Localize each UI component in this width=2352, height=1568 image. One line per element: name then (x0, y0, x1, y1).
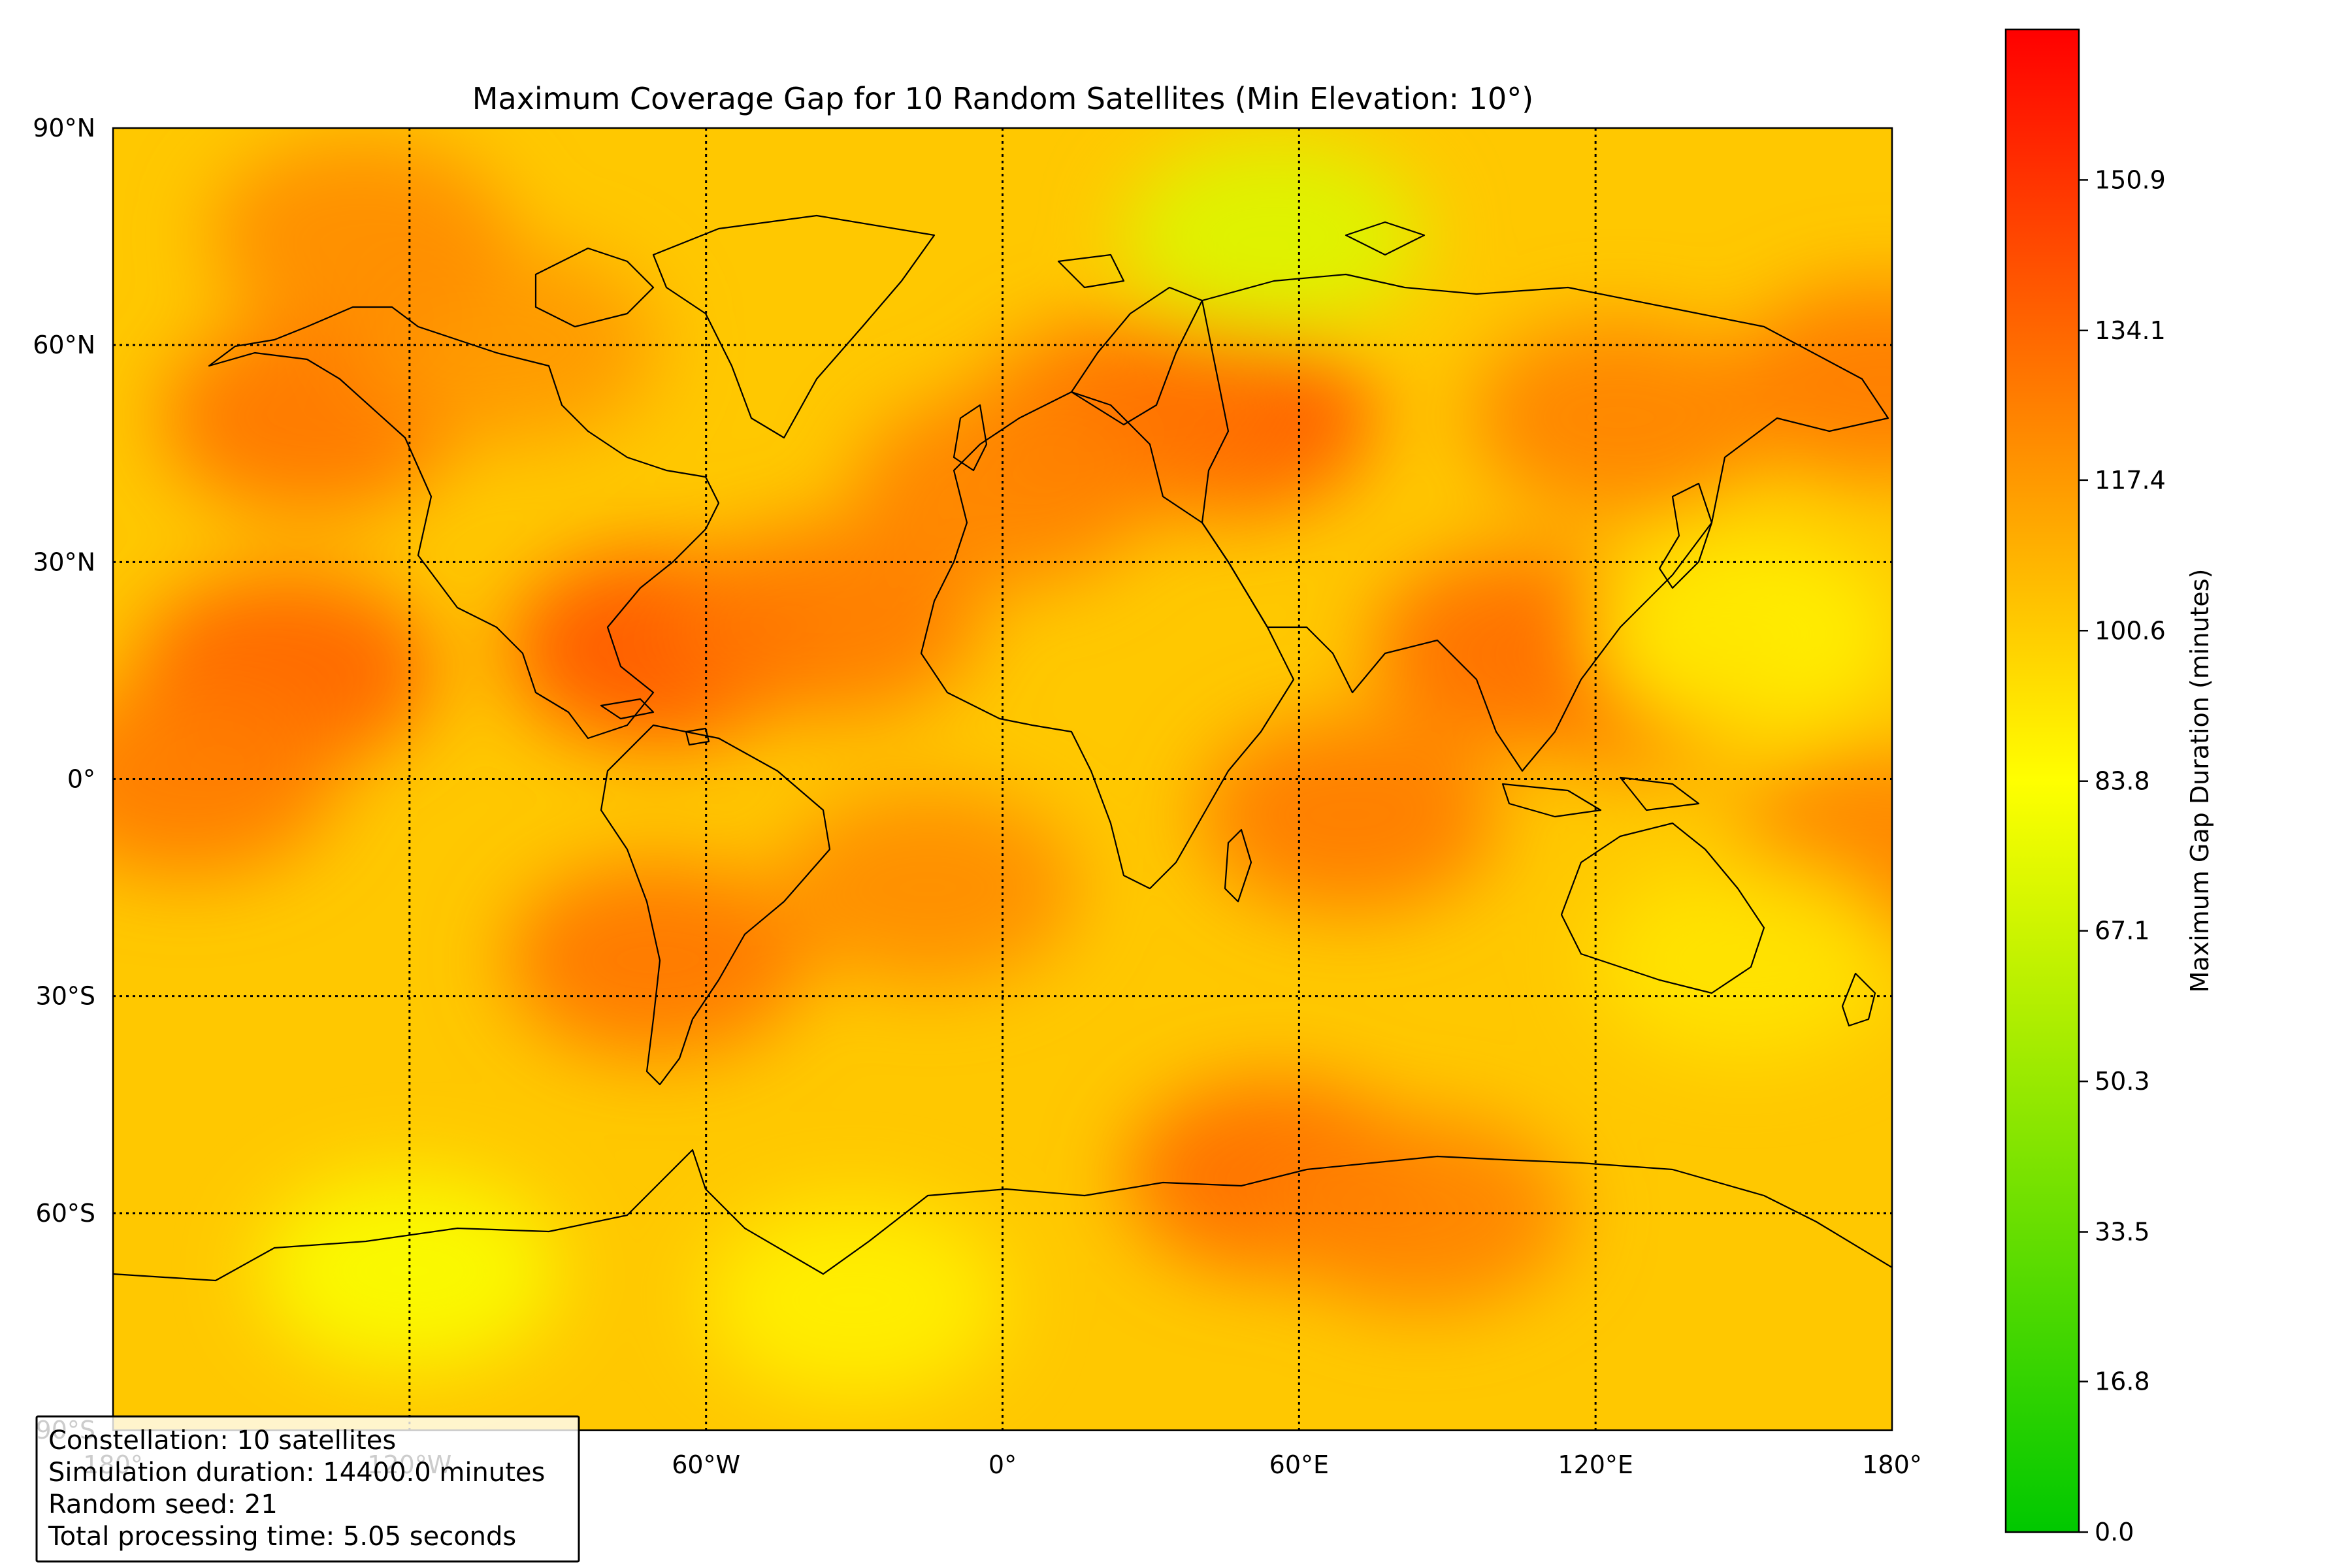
coastline-south-america (600, 724, 831, 1086)
gridlines (113, 128, 1892, 1430)
info-box-frame (35, 1415, 580, 1563)
heat-blob-19 (210, 139, 511, 335)
heat-blob-11 (1198, 717, 1499, 913)
y-tick-label: 60°N (33, 331, 95, 359)
x-tick-label: 180° (1862, 1450, 1922, 1479)
heat-blob-14 (778, 789, 1079, 986)
y-tick-label: 30°S (36, 982, 95, 1011)
info-constellation: Constellation: 10 satellites (48, 1426, 396, 1456)
heat-blob-22 (1593, 862, 1892, 1058)
colorbar-tick-label: 134.1 (2095, 316, 2166, 345)
coastline-indonesia (1501, 776, 1700, 818)
x-tick-label: 0° (988, 1450, 1017, 1479)
coastline-north-america (208, 306, 720, 740)
coastline-caribbean (600, 698, 710, 746)
y-axis-ticks: 90°N60°N30°N0°30°S60°S90°S (33, 114, 95, 1445)
chart-title: Maximum Coverage Gap for 10 Random Satel… (472, 81, 1534, 116)
colorbar-tick-label: 0.0 (2095, 1518, 2134, 1546)
colorbar-tick-label: 50.3 (2095, 1067, 2150, 1096)
y-tick-label: 30°N (33, 547, 95, 576)
coastline-new-zealand (1841, 972, 1876, 1027)
x-tick-label: 60°E (1269, 1450, 1329, 1479)
heat-blob-21 (1593, 536, 1892, 733)
heat-blob-5 (506, 862, 808, 1058)
map-frame (112, 127, 1893, 1431)
coastline-asia (1201, 273, 1889, 772)
colorbar-tick-label: 83.8 (2095, 767, 2150, 796)
info-random-seed: Random seed: 21 (48, 1490, 278, 1520)
coastline-britain (953, 404, 988, 472)
coastline-arctic-islands (534, 221, 1426, 328)
x-tick-label: 120°E (1558, 1450, 1633, 1479)
heat-blob-23 (259, 1173, 560, 1369)
y-tick-label: 60°S (36, 1199, 95, 1228)
colorbar-tick-label: 16.8 (2095, 1367, 2150, 1396)
colorbar-gradient (2004, 28, 2080, 1533)
heat-blob-20 (1124, 139, 1425, 335)
colorbar-ticks: 0.0 16.8 33.5 50.3 67.1 83.8 100.6 117.4 134.1 15… (2079, 165, 2166, 1546)
colorbar-tick-label: 100.6 (2095, 616, 2166, 645)
info-box: Constellation: 10 satellites Simulation … (35, 1415, 580, 1563)
coastline-japan (1658, 482, 1713, 589)
heat-blob-16 (1731, 283, 1892, 480)
colorbar: 0.0 16.8 33.5 50.3 67.1 83.8 100.6 117.4 134.1 15… (2004, 28, 2214, 1546)
heat-blob-4 (679, 521, 980, 718)
y-tick-label: 90°N (33, 114, 95, 142)
heat-blob-13 (1272, 1115, 1573, 1311)
info-simulation-duration: Simulation duration: 14400.0 minutes (48, 1458, 545, 1488)
heat-blob-10 (1469, 319, 1771, 515)
heatmap-area (113, 128, 1892, 1430)
colorbar-tick-label: 33.5 (2095, 1218, 2150, 1247)
info-processing-time: Total processing time: 5.05 seconds (48, 1522, 516, 1552)
coastlines (113, 214, 1892, 1282)
x-tick-label: 60°W (672, 1450, 740, 1479)
coastline-australia (1560, 822, 1765, 994)
colorbar-tick-label: 67.1 (2095, 917, 2150, 945)
y-tick-label: 0° (67, 765, 95, 794)
coastline-europe-africa (920, 391, 1295, 890)
coastline-antarctica (113, 1149, 1892, 1282)
colorbar-tick-label: 150.9 (2095, 165, 2166, 194)
heat-blob-24 (704, 1201, 1005, 1398)
colorbar-tick-label: 117.4 (2095, 466, 2166, 495)
colorbar-label: Maximum Gap Duration (minutes) (2185, 569, 2214, 993)
coastline-madagascar (1224, 828, 1252, 903)
heat-blobs (113, 139, 1892, 1398)
